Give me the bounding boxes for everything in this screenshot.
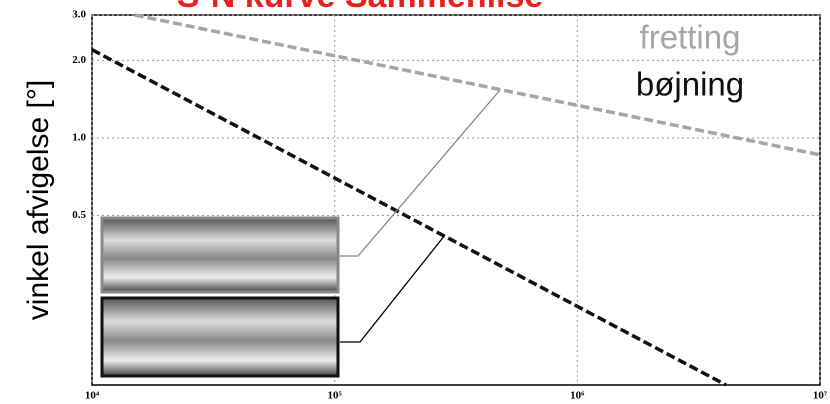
y-axis-label: vinkel afvigelse [°]: [22, 80, 55, 320]
photo-bending: [100, 296, 340, 378]
y-tick-label: 1.0: [72, 131, 86, 143]
connector: [340, 89, 501, 257]
photo-fretting: [100, 216, 340, 294]
y-tick-label: 0.5: [72, 209, 86, 221]
y-tick-label: 2.0: [72, 54, 86, 66]
legend-label: bøjning: [636, 66, 744, 103]
y-tick-label: 3.0: [72, 9, 86, 21]
x-tick-label: 10⁶: [570, 390, 585, 402]
x-tick-label: 10⁴: [85, 390, 100, 402]
x-tick-label: 10⁷: [813, 390, 828, 402]
chart-title: S-N kurve Sammenlise: [177, 0, 544, 15]
series-line: [91, 48, 727, 387]
connector: [340, 234, 446, 343]
x-tick-label: 10⁵: [328, 390, 343, 402]
legend-label: fretting: [640, 19, 741, 56]
